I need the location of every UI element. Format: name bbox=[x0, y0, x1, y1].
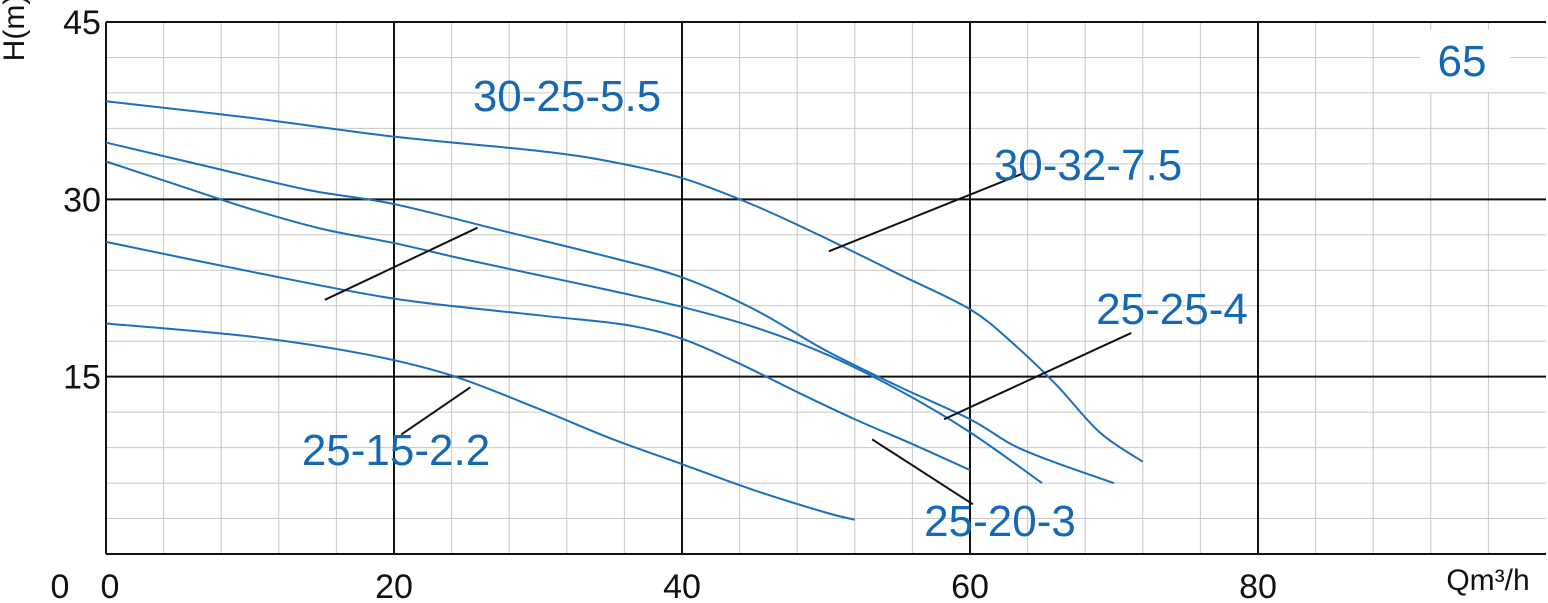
x-tick-label: 80 bbox=[1239, 568, 1277, 603]
series-label-25-15-2.2: 25-15-2.2 bbox=[302, 426, 490, 475]
model-tag: 65 bbox=[1438, 37, 1487, 86]
curve-25-15-2.2 bbox=[105, 322, 856, 521]
grid bbox=[106, 21, 1546, 554]
series-label-30-25-5.5: 30-25-5.5 bbox=[473, 72, 661, 121]
leader-line-25-20-3 bbox=[871, 438, 974, 506]
labels: 65 H(m) Qm³/h 30-32-7.5 30-25-5.5 25-25-4 2… bbox=[0, 0, 1530, 597]
model-tag-background bbox=[1420, 30, 1510, 92]
x-tick-label: 60 bbox=[951, 568, 989, 603]
y-tick-label: 0 bbox=[51, 568, 70, 603]
curve-30-25-5.5 bbox=[105, 141, 1115, 485]
y-tick-label: 30 bbox=[63, 181, 101, 219]
leader-lines bbox=[324, 172, 1132, 506]
leader-line-25-15-2.2 bbox=[400, 386, 471, 436]
x-tick-label: 0 bbox=[101, 568, 120, 603]
series-label-30-32-7.5: 30-32-7.5 bbox=[994, 141, 1182, 190]
x-tick-label: 40 bbox=[663, 568, 701, 603]
axes bbox=[105, 22, 1546, 555]
leader-line-30-32-7.5 bbox=[828, 172, 1024, 253]
curves bbox=[105, 100, 1144, 521]
leader-line-25-25-4 bbox=[943, 332, 1132, 421]
x-axis-title: Qm³/h bbox=[1446, 564, 1529, 597]
series-label-25-25-4: 25-25-4 bbox=[1096, 285, 1248, 334]
x-tick-label: 20 bbox=[375, 568, 413, 603]
y-tick-label: 15 bbox=[63, 359, 101, 397]
curve-30-32-7.5 bbox=[105, 100, 1144, 463]
curve-25-25-4 bbox=[105, 160, 1043, 484]
leader-line-30-25-5.5 bbox=[324, 226, 478, 301]
y-tick-label: 45 bbox=[63, 4, 101, 42]
series-label-25-20-3: 25-20-3 bbox=[924, 497, 1076, 546]
curve-25-20-3 bbox=[105, 240, 971, 471]
tick-labels: 0 20 40 60 80 0 15 30 45 bbox=[51, 4, 1277, 603]
y-axis-title: H(m) bbox=[0, 0, 31, 61]
